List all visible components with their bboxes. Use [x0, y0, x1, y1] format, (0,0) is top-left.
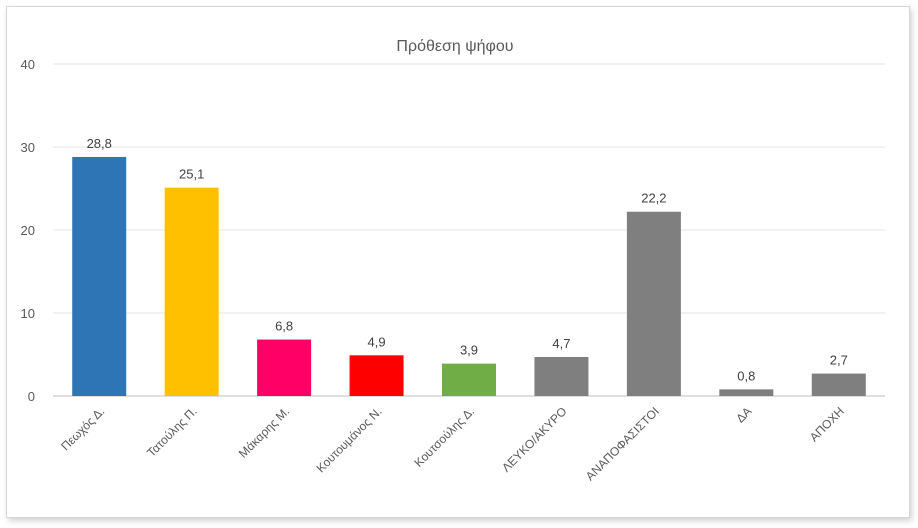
data-label: 6,8 — [275, 319, 293, 334]
y-tick-label: 20 — [21, 223, 35, 238]
x-tick-label: Πεωχός Δ. — [58, 404, 107, 453]
x-tick-label: ΛΕΥΚΟ/ΑΚΥΡΟ — [499, 404, 569, 474]
data-label: 0,8 — [737, 368, 755, 383]
x-tick-label: ΔΑ — [733, 404, 754, 425]
x-tick-label: Κουτσούλης Δ. — [412, 404, 478, 470]
y-tick-label: 40 — [21, 57, 35, 72]
y-tick-label: 30 — [21, 140, 35, 155]
data-label: 28,8 — [87, 136, 112, 151]
y-tick-label: 10 — [21, 306, 35, 321]
x-tick-label: Μάκαρης Μ. — [236, 404, 292, 460]
bar — [257, 339, 312, 396]
x-tick-label: Τατούλης Π. — [144, 404, 200, 460]
bar — [349, 355, 404, 396]
bar — [72, 156, 127, 396]
x-tick-label: Κουτουμάνος Ν. — [314, 404, 385, 475]
bar — [626, 211, 681, 396]
bar — [164, 187, 219, 396]
bar — [442, 363, 496, 396]
x-tick-label: ΑΝΑΠΟΦΑΣΙΣΤΟΙ — [583, 404, 662, 483]
data-label: 25,1 — [179, 167, 204, 182]
data-label: 4,9 — [368, 334, 386, 349]
y-tick-label: 0 — [28, 389, 35, 404]
bar-chart: Πρόθεση ψήφου 0 10 20 30 40 28,8 25,1 6,8 4,9 3,… — [21, 38, 885, 483]
data-label: 2,7 — [830, 353, 848, 368]
value-labels: 28,8 25,1 6,8 4,9 3,9 4,7 22,2 0,8 2,7 — [87, 136, 848, 383]
x-tick-label: ΑΠΟΧΗ — [807, 404, 847, 444]
bar — [534, 356, 589, 396]
chart-frame: Πρόθεση ψήφου 0 10 20 30 40 28,8 25,1 6,8 4,9 3,… — [6, 6, 910, 518]
bars — [72, 156, 866, 396]
data-label: 3,9 — [460, 343, 478, 358]
data-label: 4,7 — [552, 336, 570, 351]
bar — [719, 389, 774, 396]
chart-title: Πρόθεση ψήφου — [396, 38, 513, 55]
data-label: 22,2 — [641, 191, 666, 206]
y-axis-ticks: 0 10 20 30 40 — [21, 57, 35, 404]
x-axis-ticks: Πεωχός Δ. Τατούλης Π. Μάκαρης Μ. Κουτουμάνο… — [58, 404, 847, 483]
bar — [811, 373, 866, 396]
